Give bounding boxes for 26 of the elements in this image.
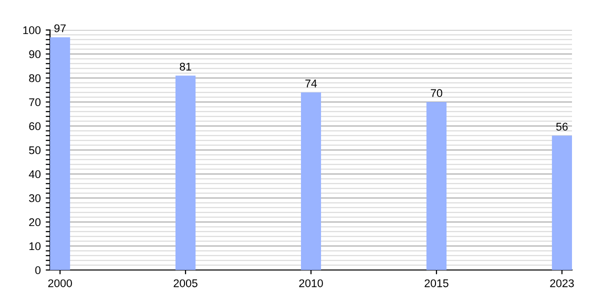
x-tick-label: 2015	[424, 279, 448, 288]
y-tick-label: 60	[29, 122, 41, 130]
bar	[426, 102, 447, 270]
data-label: 74	[305, 80, 317, 88]
data-label: 81	[180, 62, 192, 71]
bar	[50, 37, 70, 270]
y-tick-label: 10	[29, 242, 41, 250]
bar	[552, 136, 572, 270]
x-tick-label: 2000	[48, 279, 72, 288]
y-tick-label: 90	[29, 50, 41, 58]
x-tick-label: 2023	[550, 279, 574, 288]
y-tick-label: 70	[29, 98, 41, 106]
y-tick-label: 30	[29, 194, 41, 202]
data-label: 70	[430, 89, 442, 98]
bar	[175, 76, 196, 270]
y-tick-label: 50	[29, 146, 41, 154]
data-label: 56	[556, 122, 568, 131]
x-tick-label: 2010	[299, 279, 323, 288]
y-tick-label: 0	[35, 266, 41, 274]
y-tick-label: 20	[29, 218, 41, 226]
x-tick-label: 2005	[174, 279, 198, 288]
data-label: 97	[54, 24, 66, 32]
bar	[300, 92, 322, 270]
y-tick-label: 80	[29, 74, 41, 82]
y-tick-label: 40	[28, 170, 41, 178]
y-tick-label: 100	[23, 26, 41, 34]
